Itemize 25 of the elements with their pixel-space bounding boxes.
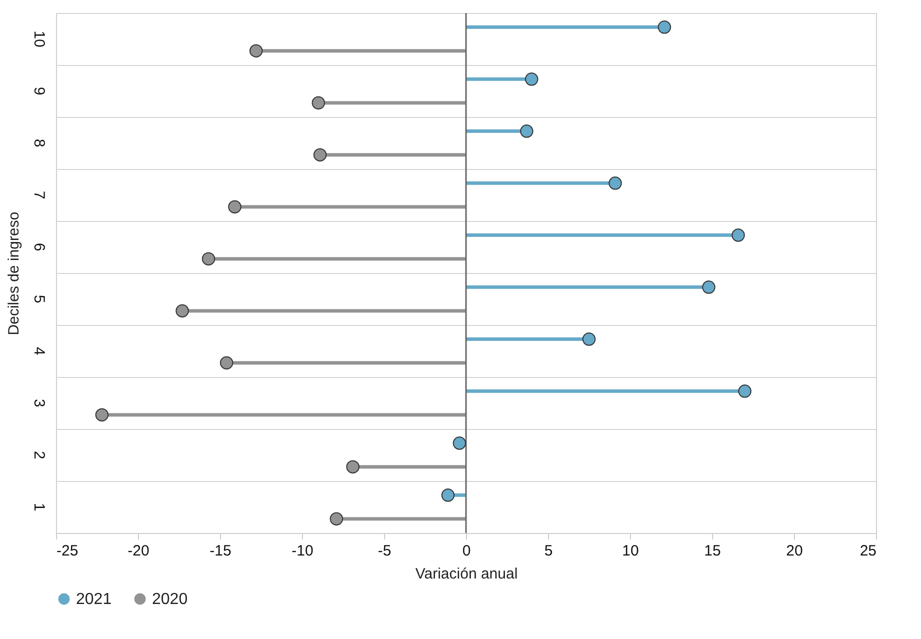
x-tick-label: 0 <box>462 542 471 560</box>
y-tick-label: 7 <box>30 190 48 200</box>
y-axis-title: Deciles de ingreso <box>6 212 22 336</box>
y-tick-label: 5 <box>30 294 48 304</box>
legend-label: 2021 <box>76 591 112 608</box>
x-tick-label: -20 <box>128 542 150 560</box>
x-axis-title: Variación anual <box>415 566 518 582</box>
y-tick-label: 8 <box>30 138 48 148</box>
y-tick-label: 3 <box>30 398 48 408</box>
legend-label: 2020 <box>152 591 188 608</box>
y-tick-label: 10 <box>30 30 48 48</box>
x-tick-label: 25 <box>860 542 876 560</box>
x-tick-label: 15 <box>704 542 721 560</box>
x-tick-label: 10 <box>622 542 639 560</box>
x-tick-label: 5 <box>544 542 553 560</box>
x-tick-label: -10 <box>292 542 314 560</box>
y-tick-label: 1 <box>30 502 48 512</box>
y-tick-label: 6 <box>30 242 48 252</box>
y-tick-label: 9 <box>30 86 48 96</box>
x-tick-label: -25 <box>56 542 78 560</box>
x-tick-label: 20 <box>786 542 803 560</box>
y-tick-label: 4 <box>30 346 48 356</box>
x-tick-label: -5 <box>378 542 392 560</box>
x-tick-label: -15 <box>210 542 232 560</box>
y-tick-label: 2 <box>30 450 48 460</box>
